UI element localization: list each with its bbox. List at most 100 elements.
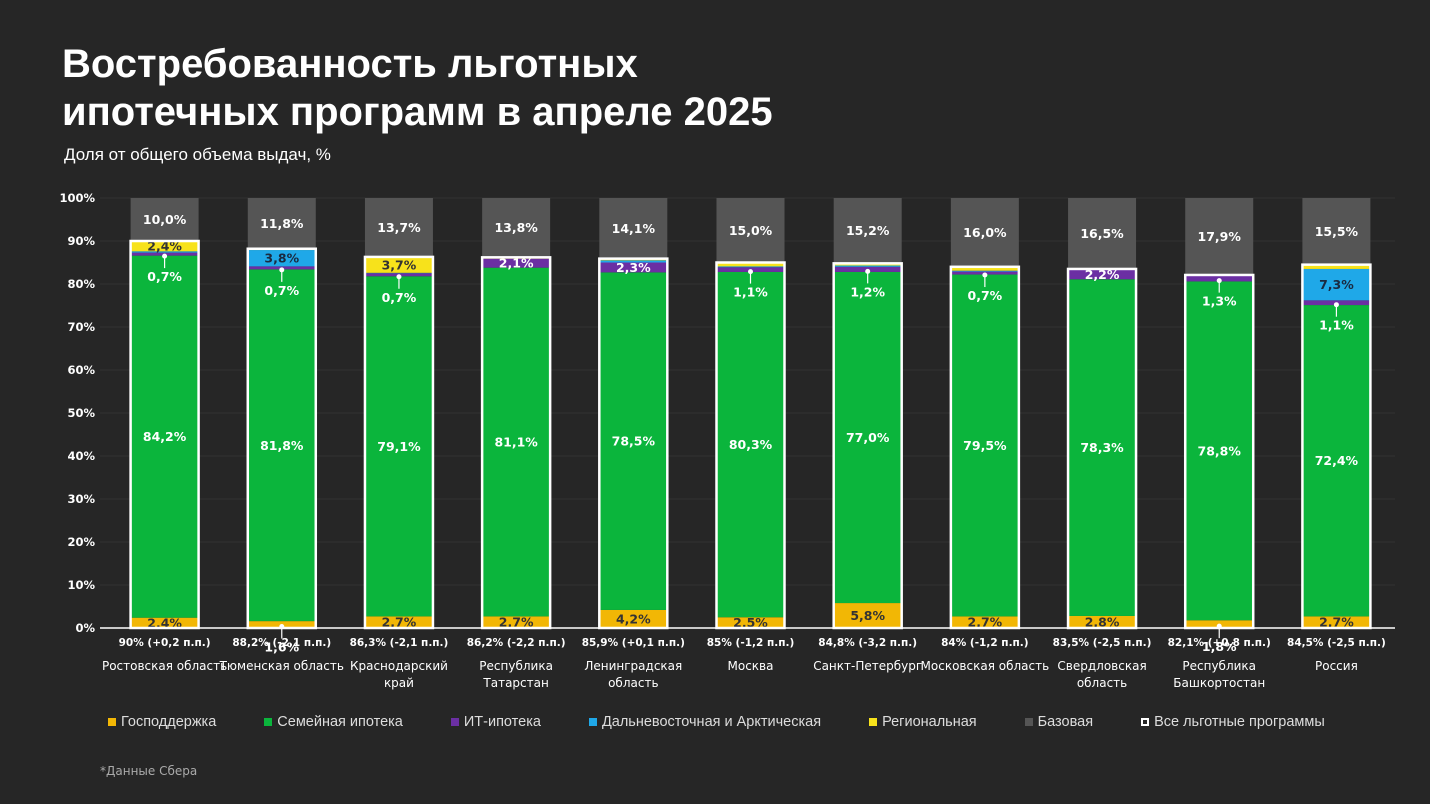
data-label: 84,2% (143, 429, 187, 444)
total-label: 82,1% (+0,8 п.п.) (1168, 637, 1271, 649)
bar-segment (716, 617, 785, 628)
data-label: 2,8% (1085, 614, 1120, 629)
legend-item: Все льготные программы (1141, 714, 1325, 730)
data-label: 78,3% (1080, 440, 1124, 455)
y-tick-label: 30% (67, 492, 95, 506)
data-label: 2,7% (499, 615, 534, 630)
bar-segment (364, 256, 433, 273)
data-label: 16,0% (963, 225, 1007, 240)
legend-label: Региональная (882, 714, 977, 730)
data-label: 78,5% (612, 434, 656, 449)
y-tick-label: 40% (67, 449, 95, 463)
total-label: 90% (+0,2 п.п.) (119, 637, 211, 649)
legend-label: Дальневосточная и Арктическая (601, 714, 822, 730)
legend-swatch (588, 718, 597, 726)
total-label: 83,5% (-2,5 п.п.) (1053, 637, 1152, 649)
bar-segment (130, 198, 199, 241)
data-label: 2,7% (1319, 615, 1354, 630)
total-outline (1066, 267, 1138, 630)
data-label: 10,0% (143, 212, 187, 227)
data-label: 81,8% (260, 438, 304, 453)
bar-segment (599, 609, 668, 628)
total-outline (1301, 263, 1372, 630)
label-pin-head (1216, 278, 1222, 284)
bar-segment (130, 617, 199, 628)
total-outline (598, 257, 669, 630)
total-outline (949, 265, 1021, 630)
bar-segment (1302, 198, 1371, 265)
data-label: 2,5% (733, 615, 768, 630)
bar-segment (482, 616, 551, 628)
bar-segment (247, 250, 316, 267)
data-label: 3,8% (264, 251, 299, 266)
x-tick-label: Московская область (920, 659, 1050, 673)
bar-segment (130, 251, 199, 253)
bar-segment (833, 265, 902, 267)
total-outline (480, 256, 552, 630)
legend-label: Все льготные программы (1154, 714, 1325, 730)
total-label: 86,3% (-2,1 п.п.) (350, 637, 449, 649)
bar-segment (1068, 198, 1137, 269)
y-tick-label: 20% (67, 535, 95, 549)
data-label: 1,2% (850, 284, 885, 299)
bar-segment (599, 198, 668, 259)
data-label: 77,0% (846, 430, 890, 445)
bar-segment (364, 616, 433, 628)
bar-segment (833, 271, 902, 604)
bar-segment (364, 276, 433, 617)
y-tick-label: 100% (59, 191, 95, 205)
bar-segment (599, 260, 668, 263)
data-label: 79,5% (963, 438, 1007, 453)
total-label: 85% (-1,2 п.п.) (707, 637, 795, 649)
legend-item: Региональная (869, 714, 977, 730)
x-tick-label: Свердловская область (1057, 659, 1147, 690)
label-pin-head (1333, 302, 1339, 308)
data-label: 13,7% (377, 220, 421, 235)
legend-swatch (264, 718, 273, 726)
bar-segment (1302, 264, 1371, 269)
legend-label: Базовая (1037, 714, 1094, 730)
title: Востребованность льготных ипотечных прог… (62, 42, 773, 134)
bar-segment (950, 198, 1019, 267)
y-tick-label: 50% (67, 406, 95, 420)
data-label: 2,4% (147, 615, 182, 630)
data-label: 15,5% (1315, 224, 1359, 239)
total-outline (363, 255, 435, 630)
total-outline (129, 239, 200, 630)
total-outline (1183, 273, 1255, 630)
y-tick-label: 60% (67, 363, 95, 377)
y-tick-label: 10% (67, 578, 95, 592)
data-label: 2,7% (382, 615, 417, 630)
bar-segment (1068, 269, 1137, 280)
data-label: 7,3% (1319, 277, 1354, 292)
legend-swatch (1024, 718, 1033, 726)
x-tick-label: Ленинградская область (584, 659, 683, 690)
data-label: 80,3% (729, 437, 773, 452)
data-label: 15,2% (846, 223, 890, 238)
legend: Господдержка Семейная ипотека ИТ-ипотека Да… (108, 714, 1373, 730)
x-tick-label: Санкт-Петербург (813, 659, 923, 673)
data-label: 1,1% (1319, 318, 1354, 333)
bar-segment (247, 269, 316, 622)
label-pin-head (396, 274, 402, 280)
legend-label: ИТ-ипотека (463, 714, 541, 730)
data-label: 13,8% (494, 220, 538, 235)
bar-segment (950, 274, 1019, 617)
bar-segment (1185, 198, 1254, 275)
data-label: 3,7% (382, 257, 417, 272)
bar-segment (130, 255, 199, 618)
data-label: 2,7% (968, 615, 1003, 630)
bar-segment (1068, 279, 1137, 616)
bar-segment (482, 198, 551, 258)
label-pin-head (279, 267, 285, 273)
data-label: 17,9% (1198, 229, 1242, 244)
data-label: 72,4% (1315, 453, 1359, 468)
x-tick-label: Краснодарский край (349, 659, 448, 690)
bar-segment (950, 270, 1019, 272)
x-tick-label: Республика Башкортостан (1173, 659, 1266, 690)
data-label: 2,2% (1085, 267, 1120, 282)
label-pin-head (865, 268, 871, 274)
data-label: 15,0% (729, 223, 773, 238)
